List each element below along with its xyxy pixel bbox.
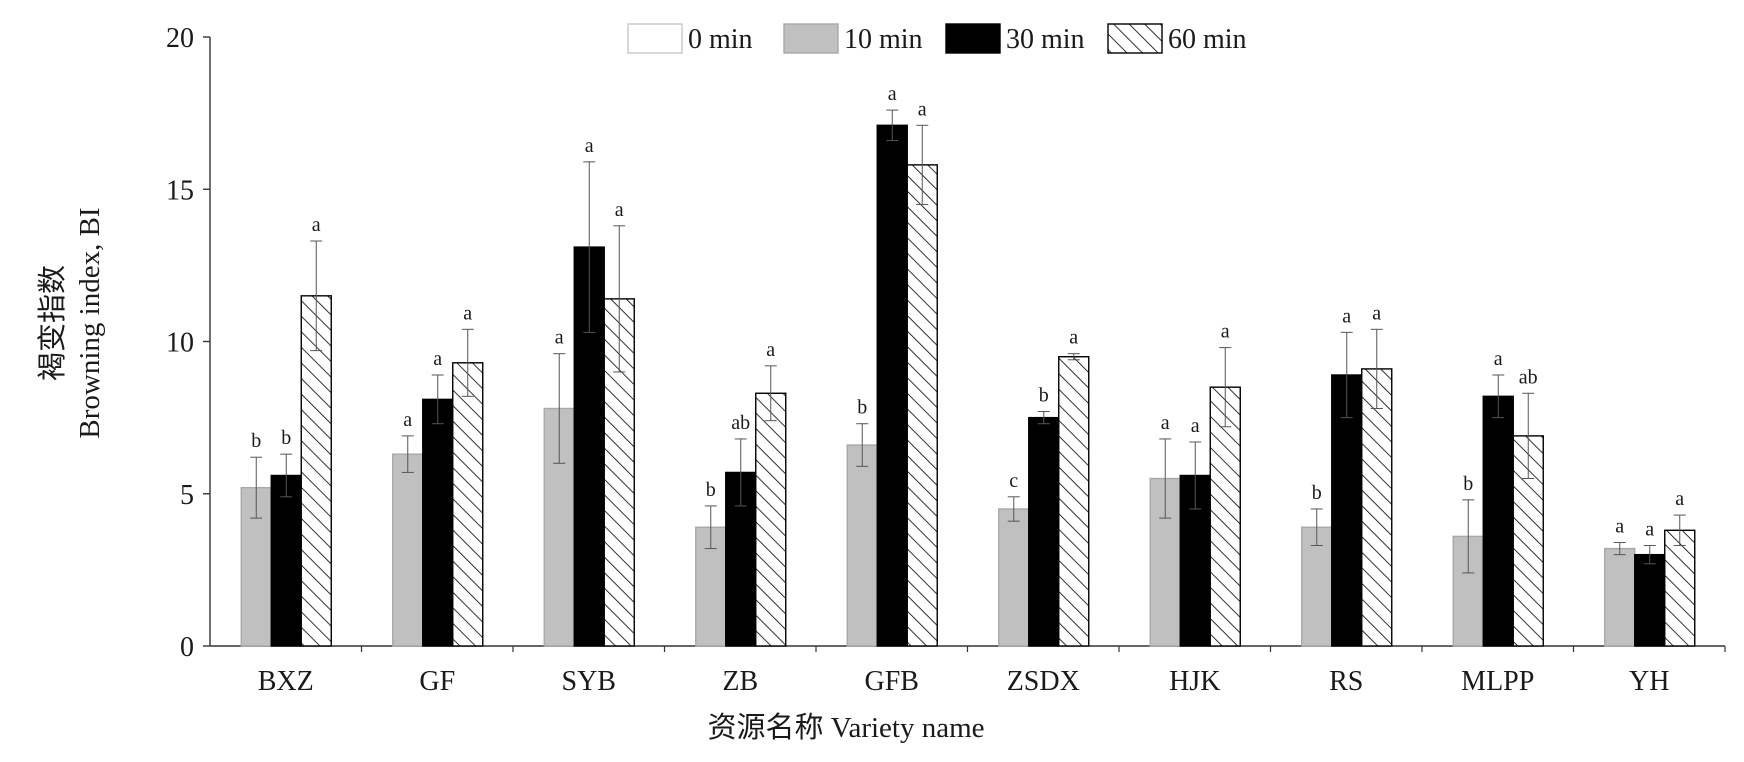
x-category-label: BXZ	[258, 666, 314, 697]
x-category-label: SYB	[562, 666, 616, 697]
legend-label: 0 min	[688, 24, 753, 55]
significance-label: a	[1191, 415, 1200, 437]
significance-label: b	[1312, 482, 1322, 504]
bar-10min-YH	[1604, 547, 1636, 647]
significance-label: a	[918, 98, 927, 120]
significance-label: b	[251, 430, 261, 452]
significance-label: a	[555, 327, 564, 349]
significance-label: a	[1494, 348, 1503, 370]
legend-label: 30 min	[1006, 24, 1085, 55]
x-category-label: YH	[1629, 666, 1669, 697]
bar-60min-BXZ	[300, 295, 332, 647]
legend-label: 10 min	[844, 24, 923, 55]
significance-label: b	[1463, 473, 1473, 495]
significance-label: a	[1342, 305, 1351, 327]
significance-label: a	[585, 135, 594, 157]
x-category-label: GFB	[865, 666, 919, 697]
legend-swatch-60min	[1107, 23, 1163, 54]
x-axis-title: 资源名称 Variety name	[707, 711, 984, 744]
bar-10min-GFB	[846, 444, 878, 647]
bar-60min-GF	[452, 362, 484, 647]
significance-label: b	[706, 479, 716, 501]
y-axis-title-cn: 褐变指数	[36, 265, 69, 381]
bar-30min-BXZ	[270, 474, 302, 647]
bar-60min-GFB	[906, 164, 938, 647]
bar-10min-GF	[392, 453, 424, 647]
significance-label: a	[1221, 321, 1230, 343]
bar-60min-ZSDX	[1058, 356, 1090, 647]
x-category-label: MLPP	[1461, 666, 1534, 697]
significance-label: a	[1615, 515, 1624, 537]
significance-label: ab	[1519, 366, 1538, 388]
significance-label: a	[312, 214, 321, 236]
x-category-label: GF	[419, 666, 455, 697]
significance-label: a	[615, 199, 624, 221]
significance-label: c	[1009, 470, 1018, 492]
x-category-label: ZSDX	[1007, 666, 1080, 697]
significance-label: a	[1161, 412, 1170, 434]
bar-30min-YH	[1634, 553, 1666, 647]
x-category-label: HJK	[1169, 666, 1220, 697]
x-category-label: ZB	[722, 666, 758, 697]
bar-30min-MLPP	[1482, 395, 1514, 647]
significance-label: a	[1069, 327, 1078, 349]
bar-30min-GFB	[876, 124, 908, 647]
y-tick-label: 5	[180, 480, 194, 511]
bar-60min-RS	[1361, 368, 1393, 647]
significance-label: a	[888, 83, 897, 105]
legend-swatch-0min	[627, 23, 683, 54]
bar-30min-GF	[422, 398, 454, 647]
bar-10min-RS	[1301, 526, 1333, 647]
legend-swatch-10min	[783, 23, 839, 54]
significance-label: a	[403, 409, 412, 431]
bar-60min-YH	[1664, 529, 1696, 647]
significance-label: b	[857, 397, 867, 419]
x-category-label: RS	[1329, 666, 1363, 697]
significance-label: a	[1675, 488, 1684, 510]
significance-label: a	[1645, 519, 1654, 541]
legend-label: 60 min	[1168, 24, 1247, 55]
bar-60min-HJK	[1209, 386, 1241, 647]
bar-10min-ZSDX	[998, 508, 1030, 647]
significance-label: a	[766, 339, 775, 361]
legend-swatch-30min	[945, 23, 1001, 54]
significance-label: a	[1372, 302, 1381, 324]
bar-60min-ZB	[755, 392, 787, 647]
significance-label: ab	[731, 412, 750, 434]
significance-label: b	[281, 427, 291, 449]
significance-label: b	[1039, 385, 1049, 407]
y-axis-title: Browning index, BI	[74, 207, 106, 438]
y-tick-label: 0	[180, 632, 194, 663]
y-tick-label: 15	[166, 175, 194, 206]
bar-10min-ZB	[695, 526, 727, 647]
y-tick-label: 10	[166, 328, 194, 359]
significance-label: a	[433, 348, 442, 370]
bar-30min-ZSDX	[1028, 416, 1060, 647]
y-tick-label: 20	[166, 23, 194, 54]
significance-label: a	[463, 302, 472, 324]
